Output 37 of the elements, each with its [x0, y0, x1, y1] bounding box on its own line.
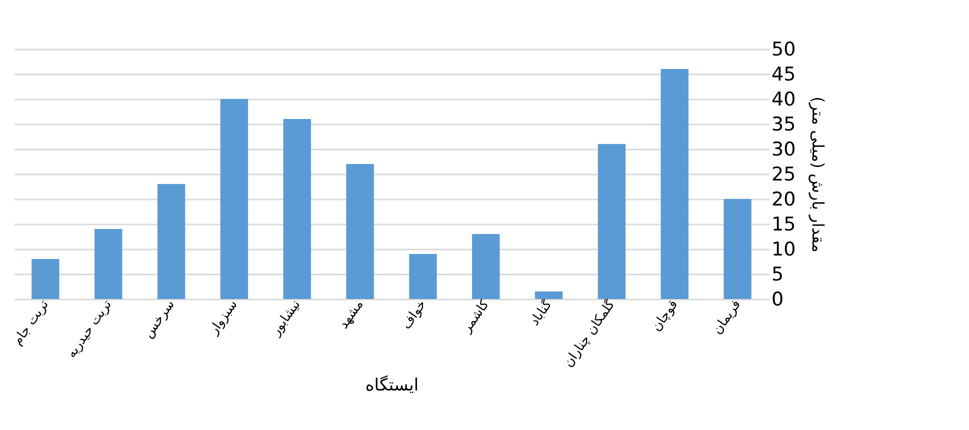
y-tick-label: 35	[772, 114, 796, 136]
bar	[724, 199, 752, 299]
bar	[409, 254, 437, 299]
x-axis-title: ایستگاه	[365, 374, 419, 396]
x-tick-label: تربت حیدریه	[64, 297, 116, 361]
bar	[534, 292, 563, 299]
x-tick-label: گناباد	[526, 296, 556, 329]
y-tick-label: 0	[772, 288, 784, 310]
bar	[283, 119, 311, 299]
y-tick-label: 40	[772, 88, 796, 110]
x-tick-label: سبزوار	[206, 297, 241, 338]
x-tick-label: نیشابور	[268, 297, 304, 340]
x-tick-label: قوچان	[649, 297, 682, 334]
x-tick-label: سرخس	[141, 297, 178, 342]
bar	[472, 234, 500, 299]
y-tick-label: 30	[772, 138, 796, 160]
bar	[32, 259, 60, 299]
bar	[346, 164, 374, 299]
bar	[598, 144, 626, 299]
x-tick-label: فریمان	[710, 297, 744, 338]
y-tick-label: 15	[772, 214, 796, 236]
x-tick-label: خواف	[398, 297, 430, 332]
bar	[220, 99, 248, 299]
x-tick-label: مشهد	[336, 297, 367, 332]
x-tick-label: کاشمر	[459, 296, 493, 336]
y-axis-title: مقدار بارش (میلی متر)	[808, 96, 828, 252]
bar	[157, 184, 186, 299]
y-tick-label: 10	[772, 238, 796, 260]
y-tick-label: 50	[772, 38, 796, 60]
y-tick-label: 5	[772, 264, 784, 286]
y-tick-label: 25	[772, 164, 796, 186]
bar	[94, 229, 122, 299]
x-tick-label: تربت جام	[10, 297, 52, 348]
bar	[660, 69, 688, 299]
y-tick-label: 45	[772, 64, 796, 86]
x-tick-label: گلمکان چناران	[560, 296, 619, 370]
y-tick-label: 20	[772, 188, 796, 210]
